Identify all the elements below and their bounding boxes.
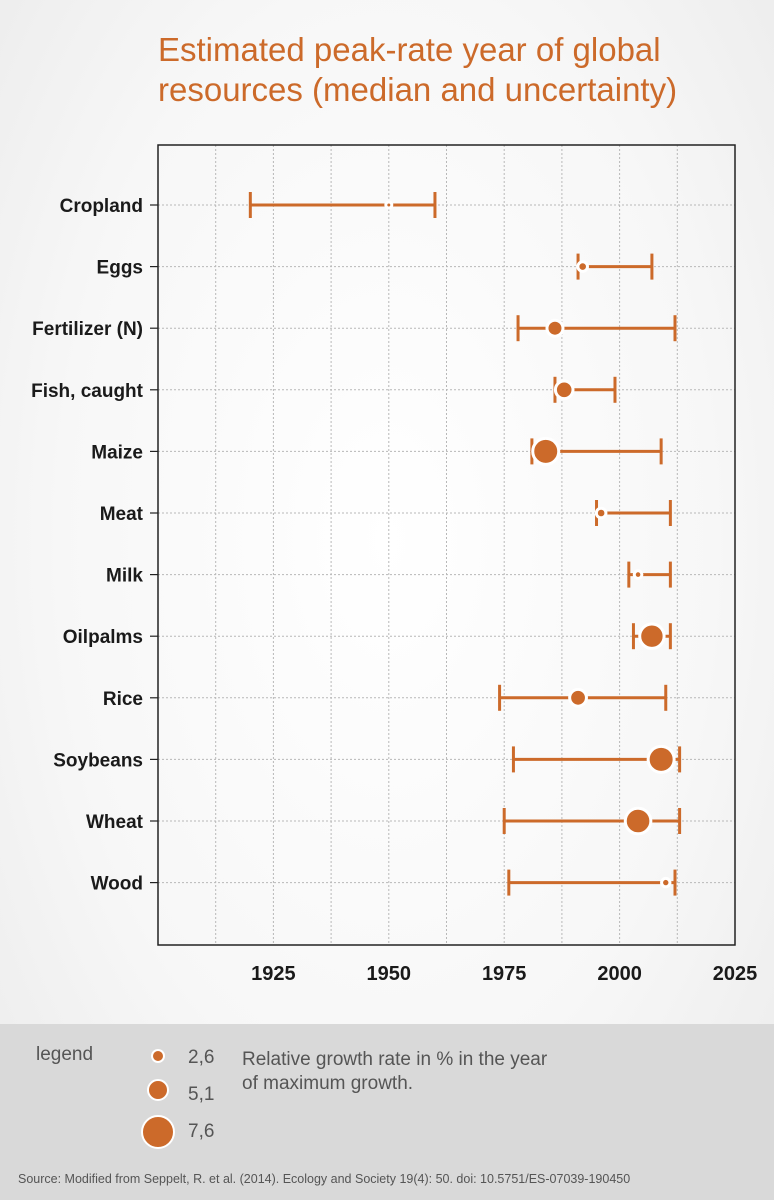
median-dot bbox=[576, 260, 589, 273]
y-tick-label: Oilpalms bbox=[63, 627, 143, 648]
plot-frame bbox=[157, 144, 736, 946]
x-tick-label: 2000 bbox=[597, 963, 642, 985]
legend-value-medium: 5,1 bbox=[188, 1084, 215, 1105]
legend-panel: legend 2,6 5,1 7,6 Relative growth rate … bbox=[0, 1024, 774, 1200]
median-dot bbox=[553, 379, 575, 401]
x-tick-label: 1925 bbox=[251, 963, 296, 985]
median-dot bbox=[384, 200, 394, 210]
y-tick-label: Cropland bbox=[60, 196, 143, 217]
y-tick-label: Milk bbox=[106, 566, 143, 587]
legend-dot-large bbox=[141, 1115, 175, 1149]
chart-area: Cropland Eggs Fertilizer (N) Fish, caught Ma… bbox=[31, 144, 758, 985]
median-dot bbox=[568, 687, 588, 708]
median-dot bbox=[623, 806, 653, 836]
median-dot bbox=[638, 622, 666, 650]
legend-description: Relative growth rate in % in the year of… bbox=[242, 1049, 548, 1094]
y-tick-label: Rice bbox=[103, 689, 143, 710]
legend-label: legend bbox=[36, 1044, 94, 1065]
x-tick-label: 1950 bbox=[367, 963, 412, 985]
y-tick-label: Wood bbox=[91, 874, 143, 895]
median-dot bbox=[594, 506, 608, 520]
source-citation: Source: Modified from Seppelt, R. et al.… bbox=[18, 1172, 631, 1186]
chart-title: Estimated peak-rate year of global resou… bbox=[158, 31, 678, 108]
median-dot bbox=[660, 876, 672, 889]
x-tick-label: 2025 bbox=[713, 963, 758, 985]
median-dot bbox=[545, 318, 565, 338]
y-tick-label: Eggs bbox=[97, 258, 143, 279]
median-dot bbox=[632, 569, 644, 580]
x-tick-label: 1975 bbox=[482, 963, 527, 985]
median-dot bbox=[531, 436, 561, 466]
legend-value-small: 2,6 bbox=[188, 1047, 215, 1068]
legend-dot-medium bbox=[147, 1079, 169, 1101]
y-tick-label: Soybeans bbox=[53, 750, 143, 771]
y-tick-label: Fish, caught bbox=[31, 381, 144, 402]
y-tick-label: Maize bbox=[91, 442, 143, 463]
y-tick-label: Meat bbox=[100, 504, 144, 525]
y-tick-label: Wheat bbox=[86, 812, 144, 833]
median-dot bbox=[646, 744, 676, 774]
legend-value-large: 7,6 bbox=[188, 1121, 215, 1142]
y-tick-label: Fertilizer (N) bbox=[32, 319, 143, 340]
legend-dot-small bbox=[151, 1049, 165, 1063]
